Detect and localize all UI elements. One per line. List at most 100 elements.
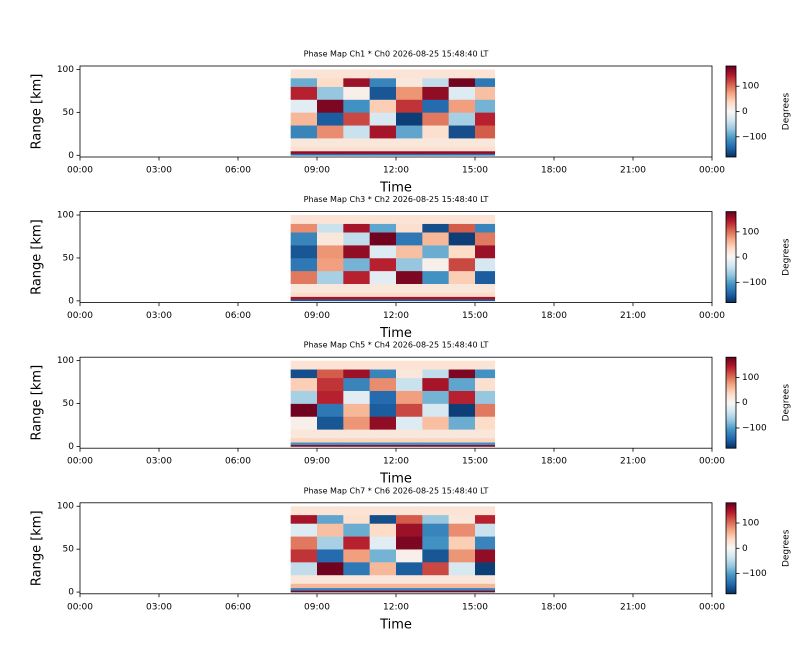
y-tick-label: 50 <box>63 253 75 263</box>
heat-cell <box>369 245 397 259</box>
heat-cell <box>317 299 344 302</box>
colorbar-tick-label: −100 <box>742 278 767 288</box>
x-tick-label: 12:00 <box>383 602 409 612</box>
y-tick-label: 0 <box>68 151 74 161</box>
heat-cell <box>475 549 496 563</box>
heat-cell <box>343 270 370 285</box>
heat-cell <box>422 69 449 79</box>
heat-cell <box>343 257 370 272</box>
heat-cell <box>369 296 397 300</box>
heat-cell <box>475 86 496 100</box>
heat-cell <box>422 99 449 113</box>
heat-cell <box>290 283 318 293</box>
x-tick-label: 06:00 <box>225 311 251 321</box>
heat-cell <box>422 416 449 430</box>
heat-cell <box>317 112 344 126</box>
heat-cell <box>475 377 496 391</box>
heat-cell <box>448 138 476 147</box>
x-tick-label: 15:00 <box>462 602 488 612</box>
heat-cell <box>369 562 397 576</box>
heat-cell <box>448 125 476 139</box>
heat-cell <box>317 146 344 152</box>
heat-cell <box>396 296 423 300</box>
heat-cell <box>290 429 318 439</box>
heat-cell <box>317 536 344 550</box>
heat-cell <box>422 390 449 404</box>
heat-cell <box>369 416 397 430</box>
heat-cell <box>475 112 496 126</box>
heat-cell <box>317 562 344 576</box>
heat-cell <box>422 125 449 139</box>
heat-cell <box>290 296 318 300</box>
heat-cell <box>369 232 397 246</box>
heat-cell <box>317 437 344 443</box>
heat-cell <box>475 78 496 87</box>
heat-cell <box>317 390 344 404</box>
heat-cell <box>448 245 476 259</box>
heat-cell <box>448 299 476 302</box>
heat-cell <box>422 429 449 439</box>
heat-cell <box>475 514 496 524</box>
heat-cell <box>369 69 397 79</box>
y-tick-label: 100 <box>57 502 74 512</box>
heat-cell <box>396 442 423 446</box>
y-axis-label: Range [km] <box>30 365 45 441</box>
heat-cell <box>317 138 344 147</box>
heat-cell <box>343 369 370 379</box>
heat-cell <box>343 444 370 447</box>
heat-cell <box>422 587 449 591</box>
colorbar-label: Degrees <box>782 92 792 130</box>
x-tick-label: 12:00 <box>383 457 409 467</box>
heat-cell <box>290 150 318 154</box>
heat-cell <box>422 153 449 156</box>
heat-cell <box>396 437 423 443</box>
heat-cell <box>317 99 344 113</box>
heat-cell <box>290 292 318 297</box>
x-tick-label: 00:00 <box>67 166 93 176</box>
heat-cell <box>369 138 397 147</box>
heat-cell <box>396 69 423 79</box>
x-tick-label: 18:00 <box>541 457 567 467</box>
x-tick-label: 03:00 <box>146 311 172 321</box>
y-tick-label: 100 <box>57 65 74 75</box>
heat-cell <box>369 523 397 537</box>
heat-cell <box>396 125 423 139</box>
x-tick-label: 06:00 <box>225 166 251 176</box>
heat-cell <box>475 146 496 152</box>
heat-cell <box>396 403 423 417</box>
heat-cell <box>290 562 318 576</box>
heat-cell <box>422 150 449 154</box>
heat-cell <box>475 574 496 584</box>
heat-cell <box>422 523 449 537</box>
heat-cell <box>448 437 476 443</box>
heat-cell <box>369 369 397 379</box>
heat-cell <box>343 536 370 550</box>
heat-cell <box>343 429 370 439</box>
heat-cell <box>448 536 476 550</box>
heat-cell <box>475 150 496 154</box>
heat-cell <box>317 416 344 430</box>
x-tick-label: 21:00 <box>620 457 646 467</box>
heat-cell <box>290 299 318 302</box>
x-tick-label: 15:00 <box>462 311 488 321</box>
heat-cell <box>448 506 476 516</box>
heat-cell <box>475 403 496 417</box>
heat-cell <box>343 153 370 156</box>
heat-cell <box>343 299 370 302</box>
colorbar-tick-label: −100 <box>742 132 767 142</box>
heat-cell <box>369 223 397 233</box>
colorbar <box>725 65 737 158</box>
heat-cell <box>448 590 476 593</box>
heat-cell <box>343 78 370 87</box>
heat-cell <box>317 69 344 79</box>
heat-cell <box>317 292 344 297</box>
heat-cell <box>475 283 496 293</box>
heat-cell <box>343 583 370 589</box>
heat-cell <box>396 223 423 233</box>
heat-cell <box>317 377 344 391</box>
heat-cell <box>475 523 496 537</box>
heat-cell <box>369 150 397 154</box>
y-axis-label: Range [km] <box>30 510 45 586</box>
heat-cell <box>317 583 344 589</box>
heat-cell <box>343 377 370 391</box>
